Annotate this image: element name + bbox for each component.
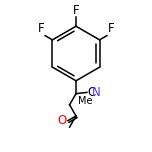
Text: F: F <box>73 4 79 17</box>
Text: F: F <box>107 22 114 35</box>
Text: C: C <box>87 86 96 99</box>
Text: N: N <box>92 86 100 99</box>
Text: O: O <box>57 114 67 127</box>
Text: Me: Me <box>78 96 92 106</box>
Text: F: F <box>38 22 45 35</box>
